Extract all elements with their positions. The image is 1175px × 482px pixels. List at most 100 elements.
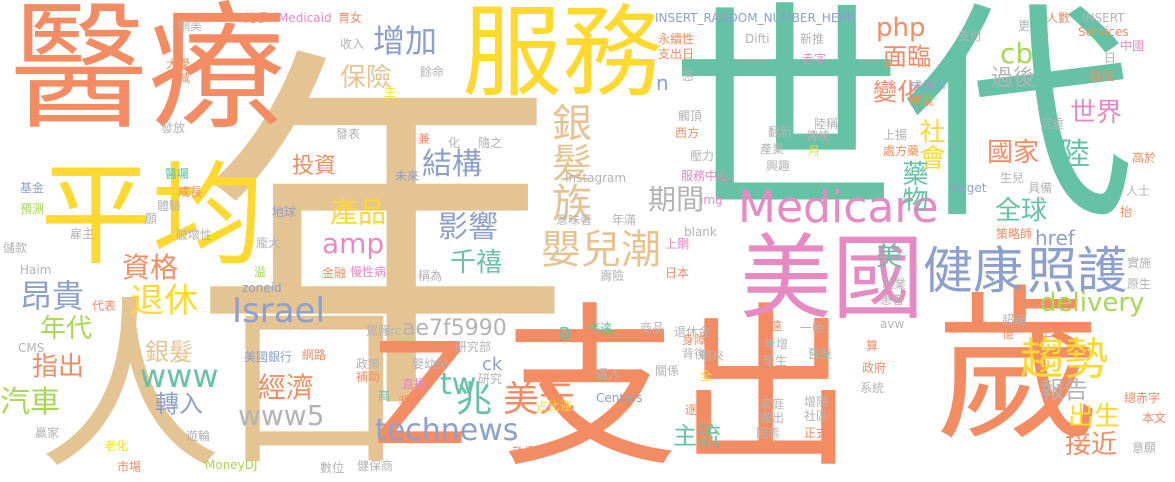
cloud-word: delivery: [1040, 288, 1145, 318]
cloud-word: 期間: [648, 183, 705, 216]
cloud-word: 國家: [987, 138, 1040, 168]
cloud-word: 上網: [665, 237, 690, 251]
cloud-word: 出生: [1068, 402, 1121, 432]
cloud-word: 家庭: [760, 397, 785, 411]
cloud-word: 退休: [130, 281, 198, 321]
cloud-word: 育女: [338, 11, 363, 25]
cloud-word: 接近: [1065, 430, 1118, 460]
cloud-word: 世代: [670, 0, 1135, 251]
cloud-word: 年代: [40, 314, 93, 344]
cloud-word: Centers: [596, 391, 643, 405]
cloud-word: 赤字: [802, 52, 827, 66]
cloud-word: 意味著: [556, 213, 593, 227]
cloud-word: 敦促: [512, 445, 537, 459]
cloud-word: 非: [398, 394, 411, 408]
cloud-word: 影響: [438, 210, 498, 245]
cloud-word: 產品: [330, 196, 387, 229]
cloud-word: 嬰幼兒: [412, 357, 449, 371]
cloud-word: www5: [238, 399, 325, 432]
cloud-word: 生兒: [1000, 171, 1025, 185]
cloud-word: 逐年: [685, 403, 710, 417]
cloud-word: 產業: [760, 142, 785, 156]
cloud-word: 本文: [1142, 411, 1167, 425]
cloud-word: 增隨: [804, 395, 829, 409]
cloud-word: 資格: [122, 251, 179, 284]
cloud-word: 年增: [764, 337, 789, 351]
cloud-word: img: [700, 193, 723, 207]
cloud-word: 支出日: [658, 47, 695, 61]
cloud-word: 邁入: [596, 367, 621, 381]
cloud-word: 破壞性: [176, 228, 213, 242]
cloud-word: Services: [1078, 25, 1129, 39]
cloud-word: 主管: [1040, 325, 1065, 339]
cloud-word: 研究: [478, 372, 503, 386]
cloud-word: 報告: [1040, 376, 1088, 404]
cloud-word: 數位: [320, 461, 345, 475]
cloud-word: 老化: [104, 439, 129, 453]
cloud-word: 意願: [1132, 441, 1157, 455]
cloud-word: 全: [700, 369, 713, 383]
cloud-word: INSERT_RANDOM_NUMBER_HERE: [655, 11, 855, 25]
cloud-word: 就業: [882, 277, 907, 291]
cloud-word: 永續性: [658, 32, 695, 46]
cloud-word: ck: [482, 354, 503, 375]
cloud-word: 隨之: [478, 136, 503, 150]
cloud-word: 平均: [40, 151, 264, 281]
cloud-word: 醫療: [10, 0, 287, 149]
cloud-word: 兼: [418, 132, 431, 146]
cloud-word: 指出: [32, 352, 85, 382]
cloud-word: 照護: [1027, 242, 1127, 300]
cloud-word: 退休金: [674, 325, 711, 339]
cloud-word: 高達: [588, 321, 613, 335]
cloud-word: 全球: [995, 196, 1048, 226]
cloud-word: 服務: [462, 0, 662, 111]
cloud-word: 結構: [422, 147, 482, 182]
cloud-word: 陸稱: [814, 117, 839, 131]
cloud-word: 億: [1002, 327, 1015, 341]
cloud-word: 願: [145, 212, 158, 226]
cloud-word: 帶來: [700, 349, 725, 363]
cloud-word: 市場: [117, 460, 142, 474]
cloud-word: 未來: [395, 169, 420, 183]
cloud-word: 發放: [161, 121, 186, 135]
cloud-word: zoneid: [242, 281, 282, 295]
cloud-word: 雇主: [70, 227, 95, 241]
cloud-word: 化: [448, 136, 461, 150]
cloud-word: 因素: [756, 426, 781, 440]
cloud-word: 服務中心: [681, 169, 730, 183]
cloud-word: 產業: [910, 94, 935, 108]
cloud-word: avw: [880, 317, 905, 331]
cloud-word: INSERT: [1082, 11, 1125, 25]
cloud-word: 嬰兒潮: [541, 227, 661, 273]
cloud-word: 社會: [915, 118, 945, 170]
cloud-word: 稱為: [418, 269, 443, 283]
cloud-word: 系統: [860, 381, 885, 395]
cloud-word: 世界: [1070, 98, 1123, 128]
cloud-word: 代表: [92, 299, 117, 313]
cloud-word: 遊輪: [186, 429, 211, 443]
cloud-word: 昂貴: [20, 277, 85, 315]
cloud-word: 舊屋: [808, 347, 833, 361]
cloud-word: 壓力: [690, 149, 715, 163]
cloud-word: 駕照: [366, 324, 391, 338]
cloud-word: 成長率: [910, 79, 947, 93]
cloud-word: 主流: [673, 422, 721, 450]
cloud-word: 贏家: [35, 426, 60, 440]
cloud-word: MoneyDJ: [205, 458, 258, 472]
cloud-word: 西方: [675, 126, 700, 140]
cloud-word: 預測: [20, 202, 45, 216]
cloud-word: 餘命: [420, 65, 445, 79]
cloud-word: 面臨: [883, 43, 931, 71]
cloud-word: 上揚: [883, 128, 908, 142]
cloud-word: 美: [876, 242, 903, 272]
cloud-word: 成長: [178, 185, 203, 199]
cloud-word: 儲款: [3, 241, 28, 255]
cloud-word: 生: [384, 85, 397, 99]
cloud-word: 保險: [340, 63, 393, 93]
cloud-word: 收入: [340, 37, 365, 51]
cloud-word: 高: [378, 389, 391, 403]
cloud-word: 壽險: [600, 269, 625, 283]
cloud-word: 更: [1018, 19, 1031, 33]
cloud-word: 總赤字: [1124, 391, 1161, 405]
cloud-word: 商品: [640, 321, 665, 335]
